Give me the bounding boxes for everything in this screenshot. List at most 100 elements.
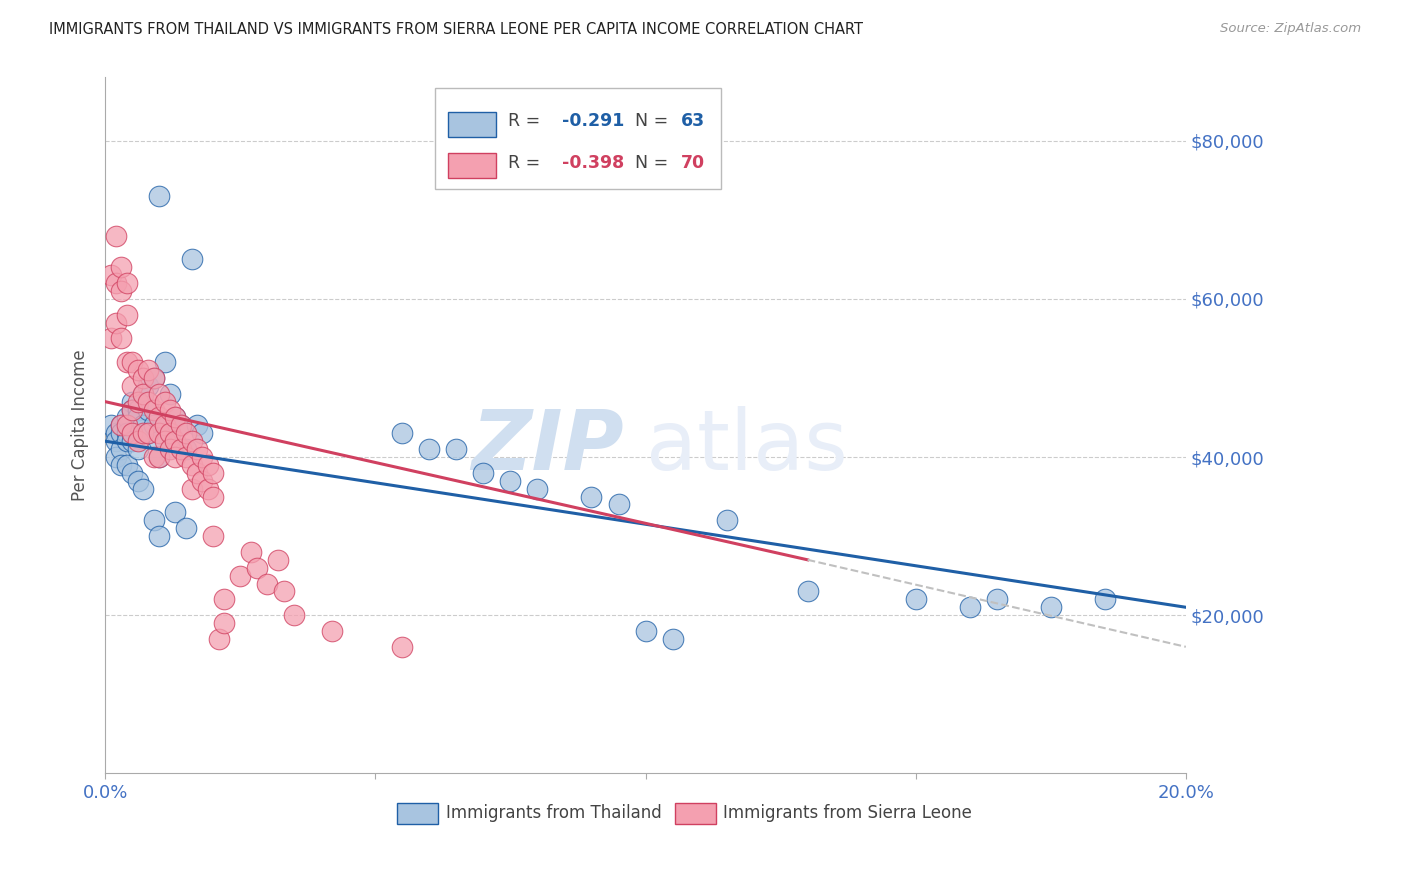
Point: [716, 513, 738, 527]
Point: [148, 386, 170, 401]
Point: [132, 418, 155, 433]
Point: [180, 252, 202, 267]
Point: [202, 466, 225, 480]
Point: [174, 521, 197, 535]
Point: [959, 600, 981, 615]
Text: Immigrants from Sierra Leone: Immigrants from Sierra Leone: [723, 804, 972, 822]
Point: [634, 624, 657, 638]
Point: [581, 490, 603, 504]
Point: [273, 584, 295, 599]
Point: [321, 624, 343, 638]
FancyBboxPatch shape: [447, 153, 496, 178]
Point: [148, 434, 170, 449]
Point: [105, 316, 128, 330]
Point: [159, 386, 181, 401]
Point: [202, 529, 225, 543]
Point: [174, 426, 197, 441]
Point: [115, 276, 138, 290]
Point: [148, 426, 170, 441]
Point: [212, 592, 235, 607]
Point: [1094, 592, 1116, 607]
Point: [170, 418, 193, 433]
Point: [127, 410, 149, 425]
Text: atlas: atlas: [645, 406, 848, 487]
Point: [159, 402, 181, 417]
Point: [100, 418, 122, 433]
Point: [138, 363, 160, 377]
Point: [153, 418, 176, 433]
Point: [267, 553, 290, 567]
FancyBboxPatch shape: [447, 112, 496, 136]
Point: [240, 545, 263, 559]
Text: -0.291: -0.291: [562, 112, 624, 130]
Point: [165, 450, 187, 464]
Point: [132, 482, 155, 496]
Point: [153, 418, 176, 433]
Point: [661, 632, 683, 646]
Point: [115, 410, 138, 425]
Point: [446, 442, 468, 456]
Point: [153, 355, 176, 369]
Point: [607, 498, 630, 512]
Point: [165, 434, 187, 449]
FancyBboxPatch shape: [434, 88, 721, 189]
Point: [208, 632, 231, 646]
Point: [904, 592, 927, 607]
Point: [165, 410, 187, 425]
Point: [165, 505, 187, 519]
Point: [180, 482, 202, 496]
Point: [153, 434, 176, 449]
Text: -0.398: -0.398: [562, 154, 624, 172]
Point: [256, 576, 278, 591]
Point: [142, 513, 165, 527]
Point: [105, 426, 128, 441]
Point: [110, 418, 132, 433]
Point: [186, 466, 208, 480]
Point: [132, 371, 155, 385]
Point: [159, 426, 181, 441]
Point: [127, 474, 149, 488]
Point: [212, 616, 235, 631]
Text: N =: N =: [634, 154, 673, 172]
Point: [148, 410, 170, 425]
Point: [100, 268, 122, 282]
Point: [110, 331, 132, 345]
Point: [170, 418, 193, 433]
Point: [202, 490, 225, 504]
Point: [180, 434, 202, 449]
Point: [174, 442, 197, 456]
Point: [115, 308, 138, 322]
Point: [283, 608, 305, 623]
Point: [105, 228, 128, 243]
Point: [142, 418, 165, 433]
Text: Source: ZipAtlas.com: Source: ZipAtlas.com: [1220, 22, 1361, 36]
Point: [127, 363, 149, 377]
Point: [472, 466, 495, 480]
Text: 70: 70: [681, 154, 706, 172]
Point: [121, 402, 143, 417]
Point: [796, 584, 818, 599]
Point: [127, 434, 149, 449]
Point: [153, 394, 176, 409]
Point: [127, 442, 149, 456]
Point: [105, 450, 128, 464]
Point: [197, 458, 219, 472]
Point: [121, 426, 143, 441]
Point: [132, 386, 155, 401]
Point: [132, 426, 155, 441]
Point: [191, 450, 214, 464]
Point: [142, 371, 165, 385]
Point: [100, 331, 122, 345]
Text: Immigrants from Thailand: Immigrants from Thailand: [446, 804, 661, 822]
Point: [115, 426, 138, 441]
Point: [1039, 600, 1062, 615]
Point: [148, 450, 170, 464]
Point: [148, 450, 170, 464]
Point: [391, 426, 413, 441]
Point: [121, 434, 143, 449]
Point: [148, 189, 170, 203]
Point: [191, 474, 214, 488]
Text: 63: 63: [681, 112, 706, 130]
Text: IMMIGRANTS FROM THAILAND VS IMMIGRANTS FROM SIERRA LEONE PER CAPITA INCOME CORRE: IMMIGRANTS FROM THAILAND VS IMMIGRANTS F…: [49, 22, 863, 37]
Point: [165, 410, 187, 425]
